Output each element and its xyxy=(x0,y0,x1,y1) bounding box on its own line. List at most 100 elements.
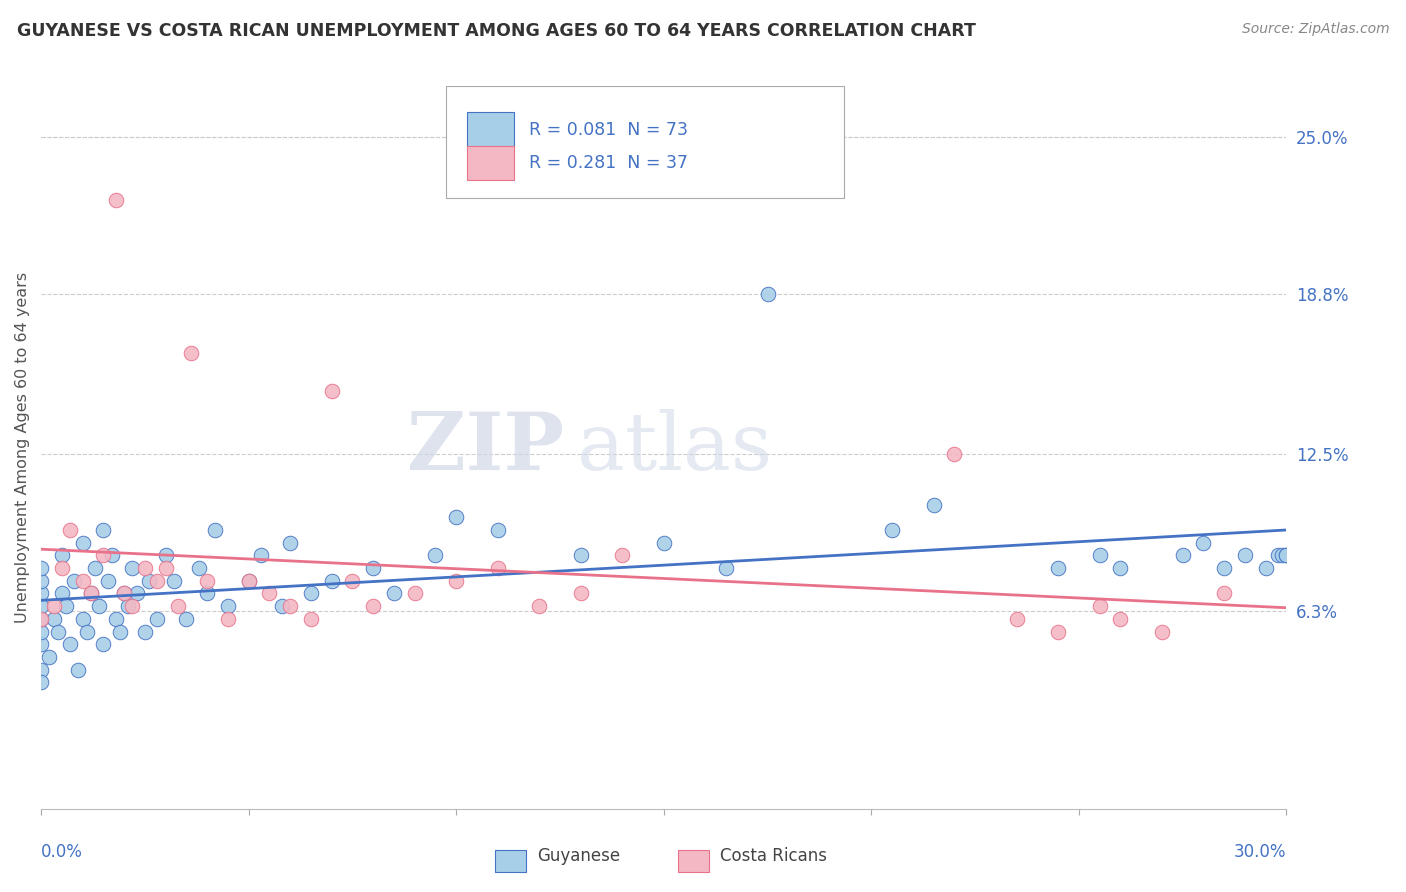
FancyBboxPatch shape xyxy=(446,87,845,198)
Point xyxy=(59,637,82,651)
Point xyxy=(72,612,94,626)
Point xyxy=(42,612,65,626)
Point xyxy=(1171,549,1194,563)
Point xyxy=(1271,549,1294,563)
Y-axis label: Unemployment Among Ages 60 to 64 years: Unemployment Among Ages 60 to 64 years xyxy=(15,272,30,624)
Point xyxy=(80,586,103,600)
Point xyxy=(146,574,169,588)
Point xyxy=(278,535,301,549)
Point xyxy=(1088,599,1111,614)
Point xyxy=(612,549,634,563)
Point xyxy=(38,649,60,664)
Point xyxy=(89,599,111,614)
Point xyxy=(321,574,343,588)
Point xyxy=(342,574,364,588)
Bar xyxy=(467,145,515,180)
Point xyxy=(76,624,98,639)
Point xyxy=(42,599,65,614)
Point xyxy=(1109,561,1132,575)
Point xyxy=(187,561,209,575)
Point xyxy=(30,561,52,575)
Point xyxy=(321,384,343,398)
Point xyxy=(30,675,52,690)
Point xyxy=(167,599,190,614)
Point xyxy=(30,599,52,614)
Text: R = 0.281  N = 37: R = 0.281 N = 37 xyxy=(529,154,689,172)
Point xyxy=(108,624,131,639)
Point xyxy=(112,586,135,600)
Bar xyxy=(467,112,515,147)
Point xyxy=(652,535,675,549)
Point xyxy=(84,561,107,575)
Point xyxy=(30,612,52,626)
Point xyxy=(382,586,405,600)
Point xyxy=(361,599,384,614)
Point xyxy=(486,523,509,537)
Point xyxy=(72,574,94,588)
Point xyxy=(1192,535,1215,549)
Point xyxy=(176,612,198,626)
Point xyxy=(51,561,73,575)
Point xyxy=(444,510,467,524)
Point xyxy=(1213,561,1236,575)
Point xyxy=(1109,612,1132,626)
Point xyxy=(1254,561,1277,575)
Text: R = 0.081  N = 73: R = 0.081 N = 73 xyxy=(529,120,689,139)
Point xyxy=(104,612,127,626)
Point xyxy=(67,663,90,677)
Point xyxy=(30,624,52,639)
Text: 0.0%: 0.0% xyxy=(41,843,83,861)
Point xyxy=(55,599,77,614)
Point xyxy=(943,447,966,461)
Text: Source: ZipAtlas.com: Source: ZipAtlas.com xyxy=(1241,22,1389,37)
Point xyxy=(1275,549,1298,563)
Point xyxy=(922,498,945,512)
Point xyxy=(1005,612,1028,626)
Point xyxy=(204,523,226,537)
Point xyxy=(80,586,103,600)
Point xyxy=(30,574,52,588)
Point xyxy=(93,637,115,651)
Text: ZIP: ZIP xyxy=(408,409,564,487)
Point xyxy=(278,599,301,614)
Point xyxy=(250,549,273,563)
Point xyxy=(486,561,509,575)
Point xyxy=(146,612,169,626)
Point xyxy=(1088,549,1111,563)
Point xyxy=(756,287,779,301)
Point xyxy=(217,599,239,614)
Point xyxy=(529,599,551,614)
Point xyxy=(404,586,426,600)
Point xyxy=(155,561,177,575)
Point xyxy=(112,586,135,600)
Point xyxy=(1213,586,1236,600)
Point xyxy=(714,561,737,575)
Point xyxy=(180,345,202,359)
Point xyxy=(195,574,218,588)
Text: 30.0%: 30.0% xyxy=(1234,843,1286,861)
Point xyxy=(1267,549,1289,563)
Point xyxy=(259,586,281,600)
Point xyxy=(238,574,260,588)
Point xyxy=(155,549,177,563)
Point xyxy=(217,612,239,626)
Point xyxy=(299,586,322,600)
Point xyxy=(96,574,118,588)
Point xyxy=(1233,549,1256,563)
Point xyxy=(30,612,52,626)
Point xyxy=(163,574,186,588)
Point xyxy=(299,612,322,626)
Point xyxy=(46,624,69,639)
Point xyxy=(121,561,143,575)
Point xyxy=(30,586,52,600)
Point xyxy=(138,574,160,588)
Point xyxy=(51,586,73,600)
Point xyxy=(425,549,447,563)
Point xyxy=(1047,624,1070,639)
Text: Costa Ricans: Costa Ricans xyxy=(720,847,827,865)
Point xyxy=(93,549,115,563)
Point xyxy=(30,637,52,651)
Point xyxy=(238,574,260,588)
Point xyxy=(51,549,73,563)
Point xyxy=(117,599,139,614)
